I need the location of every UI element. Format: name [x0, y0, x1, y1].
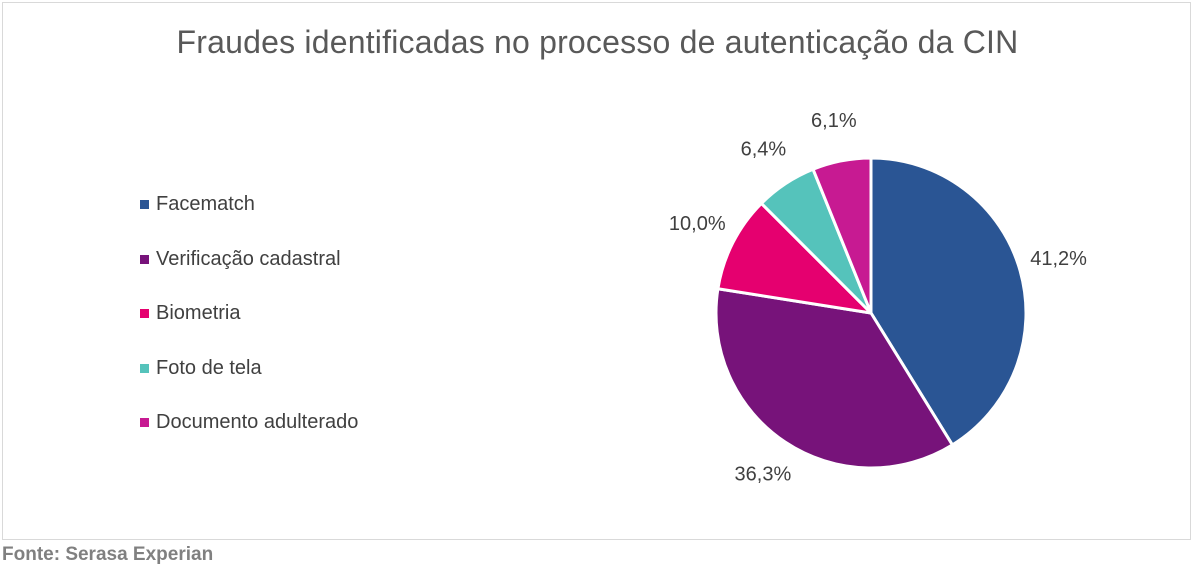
legend-swatch — [140, 200, 149, 209]
data-label-verificacao-cadastral: 36,3% — [735, 464, 792, 486]
data-label-foto-de-tela: 6,4% — [741, 139, 787, 161]
legend-label: Foto de tela — [156, 356, 262, 379]
pie-slice-documento-adulterado — [811, 156, 873, 315]
pie-slice-verificacao-cadastral — [714, 287, 954, 470]
legend-swatch — [140, 309, 149, 318]
legend-label: Facematch — [156, 193, 255, 215]
legend-label: Biometria — [156, 302, 241, 324]
source-note: Fonte: Serasa Experian — [2, 544, 214, 565]
legend-item-foto-de-tela: Foto de tela — [140, 354, 358, 409]
chart-title: Fraudes identificadas no processo de aut… — [176, 24, 1019, 60]
legend-item-facematch: Facematch — [140, 190, 358, 245]
legend-swatch — [140, 418, 149, 427]
legend-label: Documento adulterado — [156, 411, 359, 433]
legend-swatch — [140, 254, 149, 264]
data-label-facematch: 41,2% — [1030, 248, 1087, 270]
data-label-documento-adulterado: 6,1% — [811, 110, 857, 132]
legend-label: Verificação cadastral — [156, 247, 341, 270]
pie-slice-biometria — [716, 201, 873, 315]
legend-swatch — [140, 363, 149, 373]
legend-item-verificacao-cadastral: Verificação cadastral — [140, 245, 358, 300]
legend-item-biometria: Biometria — [140, 299, 358, 354]
data-label-biometria: 10,0% — [669, 213, 726, 235]
legend-item-documento-adulterado: Documento adulterado — [140, 408, 358, 463]
legend: Facematch Verificação cadastral Biometri… — [140, 190, 358, 463]
